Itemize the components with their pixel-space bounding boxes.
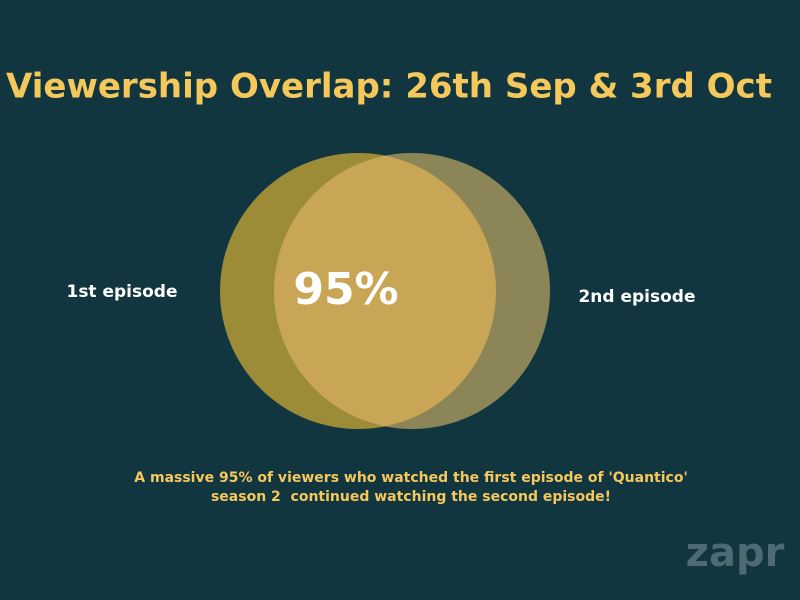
caption-line: A massive 95% of viewers who watched the… (134, 470, 687, 486)
title: Viewership Overlap: 26th Sep & 3rd Oct (6, 67, 772, 107)
right-label: 2nd episode (578, 287, 695, 307)
logo: zapr (686, 530, 785, 576)
overlap-label: 95% (293, 264, 398, 315)
left-label: 1st episode (66, 282, 177, 302)
caption-line: season 2 continued watching the second e… (211, 489, 611, 505)
